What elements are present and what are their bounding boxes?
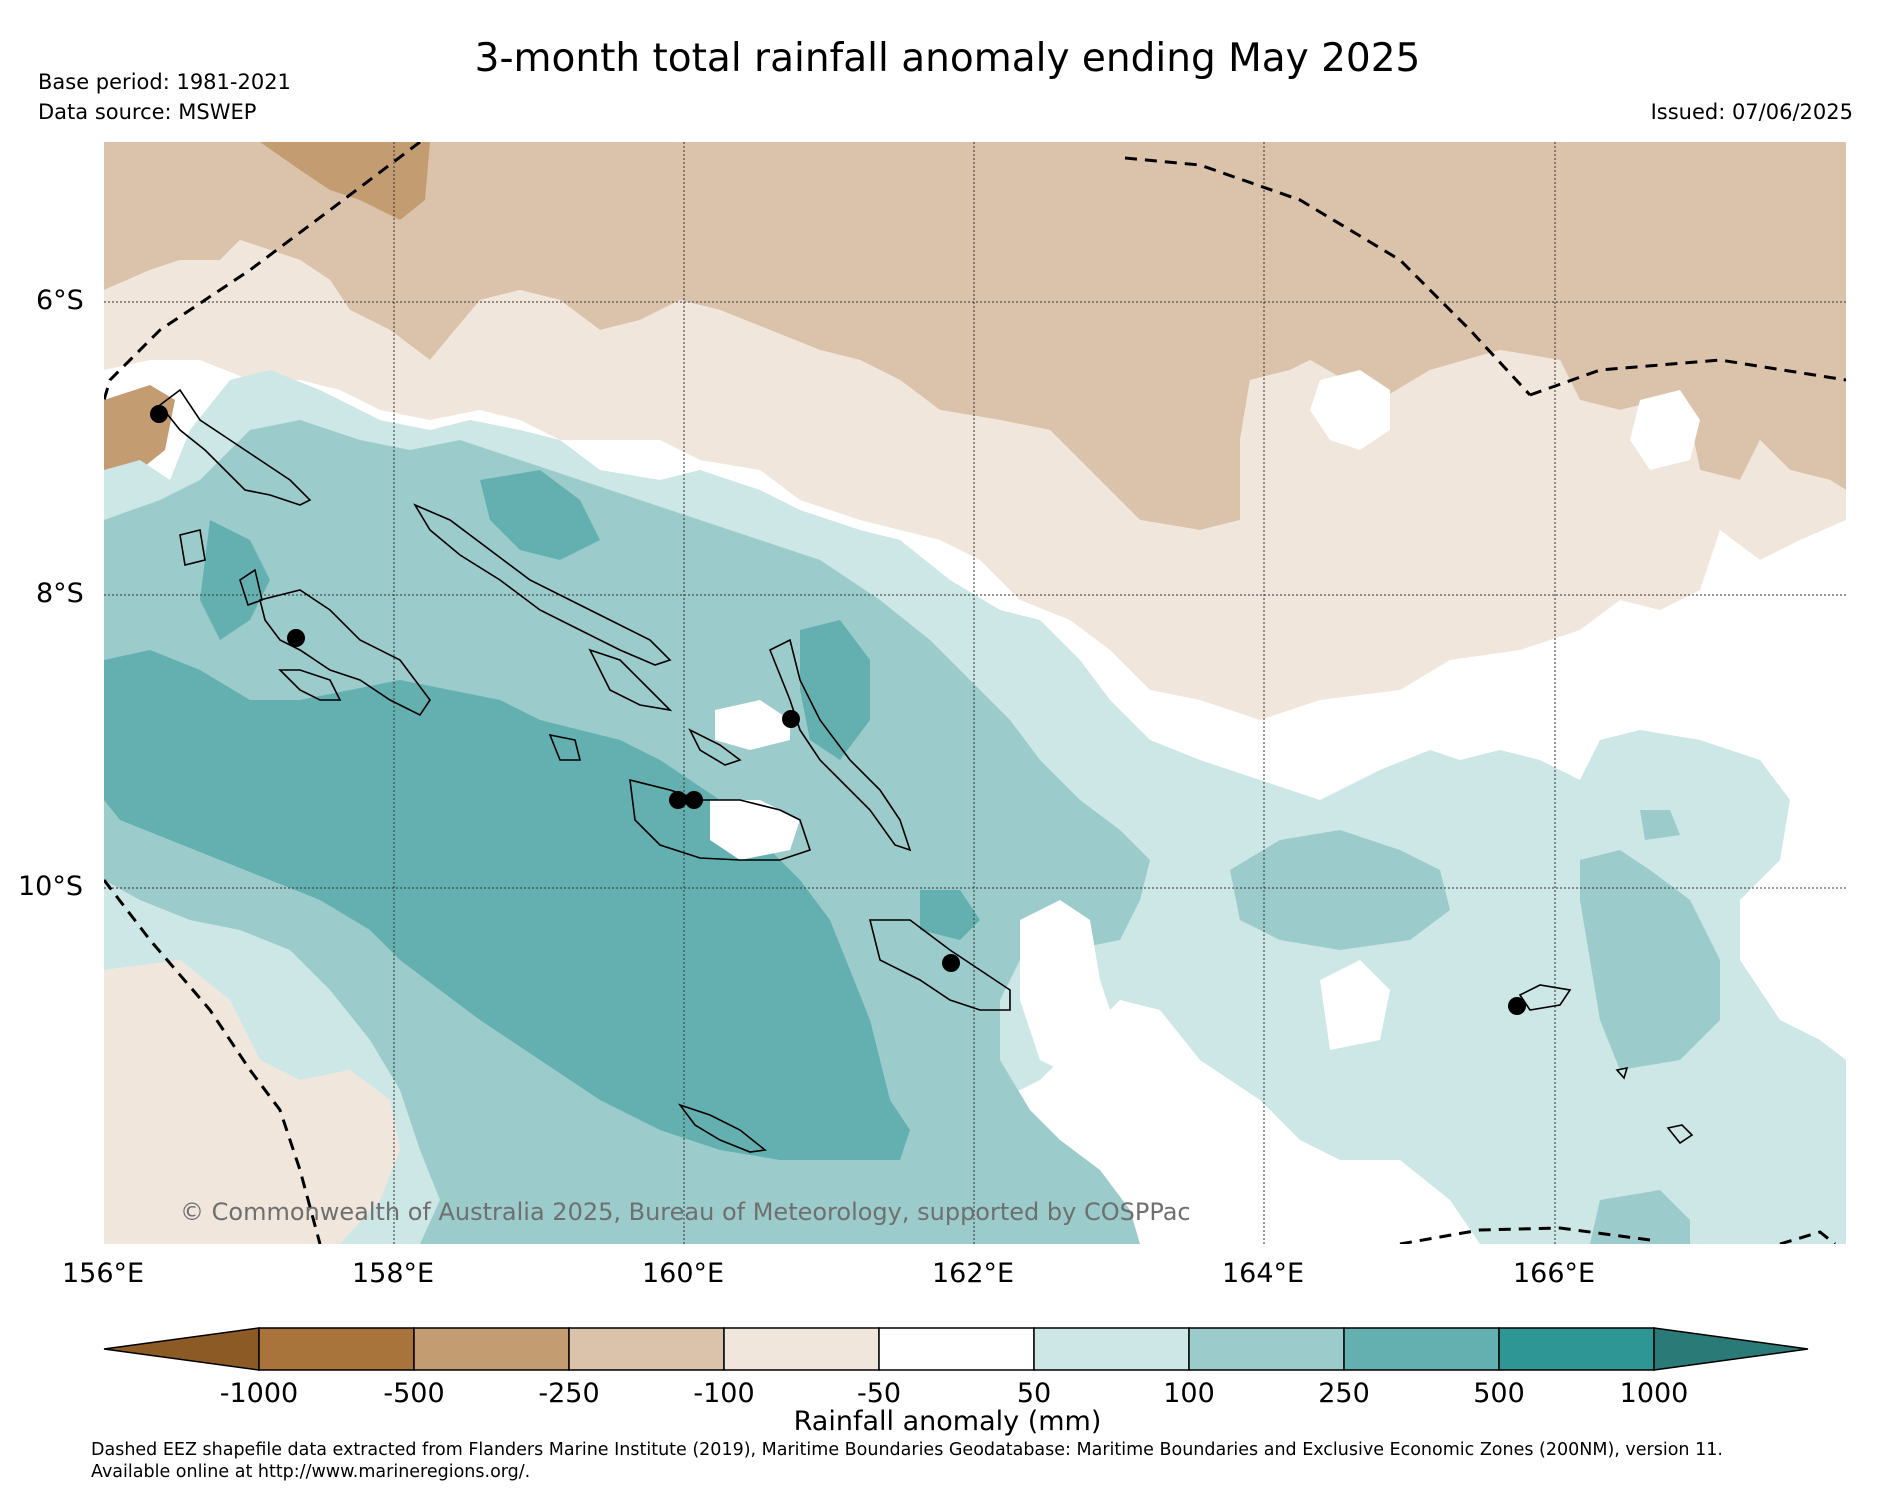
latitude-label: 6°S xyxy=(36,285,84,316)
colorbar xyxy=(103,1327,1809,1371)
colorbar-segment xyxy=(1188,1327,1345,1371)
colorbar-segment xyxy=(1498,1327,1655,1371)
longitude-label: 166°E xyxy=(1513,1258,1596,1289)
colorbar-segment xyxy=(878,1327,1035,1371)
rainfall-anomaly-fill xyxy=(104,142,1846,1244)
dry-band-north xyxy=(104,142,1846,530)
island-choiseul xyxy=(413,503,672,666)
longitude-label: 156°E xyxy=(62,1258,145,1289)
station-dot xyxy=(942,954,960,972)
colorbar-tick-label: 250 xyxy=(1318,1378,1370,1409)
station-dot xyxy=(685,791,703,809)
colorbar-tick-label: -1000 xyxy=(219,1378,299,1409)
light-dry-band xyxy=(104,240,1846,720)
map-title: 3-month total rainfall anomaly ending Ma… xyxy=(474,36,1421,81)
colorbar-segment xyxy=(413,1327,570,1371)
colorbar-segment xyxy=(723,1327,880,1371)
island-malaita xyxy=(768,638,912,852)
copyright-notice: © Commonwealth of Australia 2025, Bureau… xyxy=(180,1198,1191,1226)
data-source-text: Data source: MSWEP xyxy=(38,100,257,124)
colorbar-tick-label: 100 xyxy=(1163,1378,1215,1409)
latitude-label: 10°S xyxy=(18,871,83,902)
colorbar-tick-label: -50 xyxy=(856,1378,902,1409)
island-new-georgia xyxy=(259,589,431,717)
colorbar-tick-label: 1000 xyxy=(1619,1378,1689,1409)
colorbar-tick-label: -500 xyxy=(383,1378,445,1409)
station-dot xyxy=(287,629,305,647)
island-makira xyxy=(868,919,1011,1011)
longitude-label: 162°E xyxy=(932,1258,1015,1289)
island-bougainville xyxy=(158,388,312,506)
station-dot xyxy=(1508,997,1526,1015)
wet-region-heavy xyxy=(104,650,910,1160)
colorbar-tick-label: -100 xyxy=(693,1378,755,1409)
station-dots xyxy=(150,405,1526,1015)
base-period-text: Base period: 1981-2021 xyxy=(38,70,291,94)
colorbar-tick-label: -250 xyxy=(538,1378,600,1409)
colorbar-segment xyxy=(258,1327,415,1371)
eez-dashed-boundaries xyxy=(104,142,1846,1244)
island-santa-isabel xyxy=(588,648,673,712)
very-dry-patch xyxy=(260,142,430,220)
station-dot xyxy=(782,710,800,728)
colorbar-segment xyxy=(1343,1327,1500,1371)
issued-date-text: Issued: 07/06/2025 xyxy=(1650,100,1853,124)
island-rennell xyxy=(677,1103,767,1153)
colorbar-segment xyxy=(568,1327,725,1371)
station-dot xyxy=(150,405,168,423)
colorbar-min-extension xyxy=(103,1327,260,1371)
station-dot xyxy=(669,791,687,809)
colorbar-segment xyxy=(1033,1327,1190,1371)
colorbar-tick-label: 50 xyxy=(1016,1378,1052,1409)
longitude-label: 164°E xyxy=(1222,1258,1305,1289)
longitude-label: 158°E xyxy=(352,1258,435,1289)
footnote-line: Available online at http://www.marinereg… xyxy=(91,1462,531,1482)
footnote-line: Dashed EEZ shapefile data extracted from… xyxy=(91,1440,1723,1460)
latitude-label: 8°S xyxy=(36,578,84,609)
colorbar-tick-label: 500 xyxy=(1473,1378,1525,1409)
island-santa-cruz xyxy=(1518,984,1572,1011)
colorbar-max-extension xyxy=(1653,1327,1809,1371)
longitude-label: 160°E xyxy=(642,1258,725,1289)
colorbar-label: Rainfall anomaly (mm) xyxy=(793,1406,1102,1437)
